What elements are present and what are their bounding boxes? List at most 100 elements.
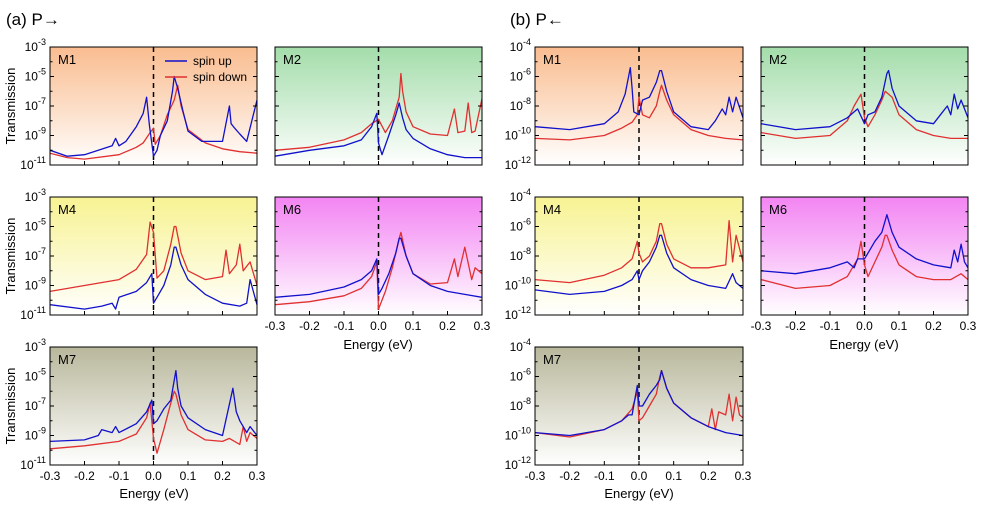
y-tick-label: 10-9 <box>25 276 46 293</box>
y-tick-label: 10-6 <box>510 367 531 384</box>
y-tick-label: 10-9 <box>25 426 46 443</box>
y-tick-label: 10-10 <box>505 426 531 443</box>
panel-label: M7 <box>58 352 76 367</box>
y-tick-label: 10-6 <box>510 217 531 234</box>
x-tick-label: -0.3 <box>525 469 546 483</box>
series-group <box>275 72 482 159</box>
series-spin-down-line <box>275 72 482 151</box>
x-tick-label: 0.3 <box>249 469 266 483</box>
x-tick-label: -0.1 <box>334 319 355 333</box>
panel-label: M6 <box>769 202 787 217</box>
x-tick-label: 0.1 <box>180 469 197 483</box>
series-spin-up-line <box>761 214 968 275</box>
legend-spin-up-label: spin up <box>193 54 232 68</box>
series-group <box>761 69 968 140</box>
panel-label: M1 <box>58 52 76 67</box>
y-tick-label: 10-3 <box>25 337 46 354</box>
x-tick-label: 0.1 <box>405 319 422 333</box>
series-spin-down-line <box>275 231 482 310</box>
panel-label: M6 <box>283 202 301 217</box>
series-group <box>50 369 257 454</box>
y-tick-label: 10-9 <box>25 126 46 143</box>
x-tick-label: -0.2 <box>559 469 580 483</box>
x-tick-label: -0.2 <box>299 319 320 333</box>
series-group <box>50 75 257 160</box>
series-group <box>535 219 743 296</box>
series-group <box>535 369 743 438</box>
y-tick-label: 10-11 <box>20 305 46 322</box>
x-tick-label: 0.0 <box>856 319 873 333</box>
y-tick-label: 10-3 <box>25 37 46 54</box>
y-tick-label: 10-12 <box>505 155 531 172</box>
series-spin-up-line <box>275 102 482 159</box>
series-spin-down-line <box>535 84 743 141</box>
y-tick-label: 10-4 <box>510 337 531 354</box>
x-tick-label: 0.2 <box>700 469 717 483</box>
x-tick-label: 0.2 <box>439 319 456 333</box>
series-spin-up-line <box>761 69 968 131</box>
panel-b-M1: M1 10-4 10-6 10-8 10-10 10-12 <box>505 37 744 172</box>
y-tick-label: 10-11 <box>20 155 46 172</box>
series-group <box>761 214 968 290</box>
series-spin-up-line <box>50 369 257 443</box>
x-tick-label: 0.2 <box>925 319 942 333</box>
x-tick-label: -0.1 <box>820 319 841 333</box>
series-spin-up-line <box>275 237 482 298</box>
y-tick-label: 10-5 <box>25 217 46 234</box>
x-tick-label: 0.0 <box>631 469 648 483</box>
x-tick-label: -0.1 <box>594 469 615 483</box>
series-spin-up-line <box>535 67 743 131</box>
panel-label: M4 <box>58 202 76 217</box>
x-tick-label: 0.0 <box>145 469 162 483</box>
y-tick-label: 10-8 <box>510 396 531 413</box>
series-spin-down-line <box>50 221 257 293</box>
xlabel-b-M6: Energy (eV) <box>829 337 898 352</box>
y-tick-label: 10-6 <box>510 67 531 84</box>
y-tick-label: 10-10 <box>505 276 531 293</box>
series-spin-up-line <box>50 246 257 310</box>
x-tick-label: 0.1 <box>665 469 682 483</box>
panel-b-M6: M6 -0.3 -0.2 -0.1 0.0 0.1 0.2 0.3 <box>751 196 977 333</box>
xlabel-a-M6: Energy (eV) <box>343 337 412 352</box>
x-tick-label: 0.1 <box>891 319 908 333</box>
x-tick-label: -0.2 <box>785 319 806 333</box>
series-spin-up-line <box>535 234 743 296</box>
panel-b-title: (b) P← <box>510 10 564 29</box>
x-tick-label: 0.2 <box>214 469 231 483</box>
ylabel-a-row2: Transmission <box>3 218 18 295</box>
y-tick-label: 10-12 <box>505 305 531 322</box>
y-tick-label: 10-5 <box>25 367 46 384</box>
x-tick-label: 0.0 <box>370 319 387 333</box>
legend-spin-down-label: spin down <box>193 70 247 84</box>
panel-a-M4: M4 10-3 10-5 10-7 10-9 10-11 <box>20 187 258 322</box>
series-spin-up-line <box>50 75 257 157</box>
ylabel-a-row1: Transmission <box>3 68 18 145</box>
y-tick-label: 10-7 <box>25 396 46 413</box>
y-tick-label: 10-3 <box>25 187 46 204</box>
xlabel-b-M7: Energy (eV) <box>604 486 673 501</box>
y-tick-label: 10-5 <box>25 67 46 84</box>
y-tick-label: 10-4 <box>510 187 531 204</box>
panel-label: M4 <box>543 202 561 217</box>
series-spin-down-line <box>761 234 968 290</box>
ylabel-a-row3: Transmission <box>3 368 18 445</box>
panel-a-M1: M1 10-3 10-5 10-7 10-9 10-11 spin up spin down <box>20 37 258 172</box>
x-tick-label: -0.3 <box>265 319 286 333</box>
y-tick-label: 10-7 <box>25 246 46 263</box>
panel-label: M7 <box>543 352 561 367</box>
panel-label: M1 <box>543 52 561 67</box>
panel-label: M2 <box>769 52 787 67</box>
series-spin-up-line <box>535 369 743 437</box>
y-tick-label: 10-10 <box>505 126 531 143</box>
x-tick-label: -0.3 <box>40 469 61 483</box>
y-tick-label: 10-8 <box>510 246 531 263</box>
panel-b-M4: M4 10-4 10-6 10-8 10-10 10-12 <box>505 187 744 322</box>
x-tick-label: 0.3 <box>960 319 977 333</box>
series-group <box>275 231 482 310</box>
series-spin-down-line <box>535 219 743 284</box>
y-tick-label: 10-7 <box>25 96 46 113</box>
panel-label: M2 <box>283 52 301 67</box>
